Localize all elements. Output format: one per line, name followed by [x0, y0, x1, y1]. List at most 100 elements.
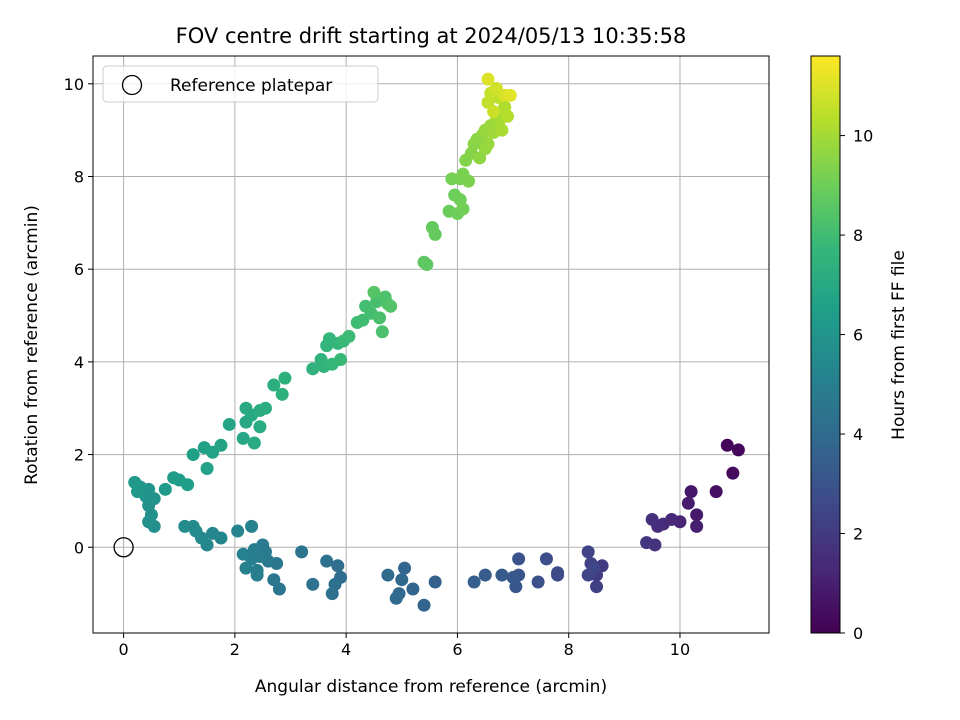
data-point: [245, 519, 259, 533]
data-point: [395, 573, 409, 587]
data-point: [478, 568, 492, 582]
data-point: [206, 526, 220, 540]
data-point: [690, 508, 704, 522]
y-axis: 0 2 4 6 8 10: [64, 75, 93, 557]
y-axis-label: Rotation from reference (arcmin): [22, 205, 42, 485]
data-point: [334, 353, 348, 367]
data-point: [640, 536, 654, 550]
data-point: [275, 387, 289, 401]
data-point: [181, 478, 195, 492]
data-point: [239, 561, 253, 575]
data-point: [539, 552, 553, 566]
data-point: [681, 496, 695, 510]
data-point: [531, 575, 545, 589]
data-point: [367, 285, 381, 299]
data-point: [398, 561, 412, 575]
data-point: [320, 554, 334, 568]
data-point: [690, 519, 704, 533]
x-axis-label: Angular distance from reference (arcmin): [255, 677, 607, 697]
colorbar-frame: [810, 55, 841, 634]
data-point: [373, 311, 387, 325]
data-point: [709, 485, 723, 499]
data-point: [267, 573, 281, 587]
y-tick-label: 4: [74, 353, 84, 372]
data-point: [375, 325, 389, 339]
colorbar-tick-label: 0: [853, 624, 863, 643]
data-point: [428, 227, 442, 241]
data-point: [720, 438, 734, 452]
data-point: [295, 545, 309, 559]
data-point: [253, 420, 267, 434]
grid-lines: [93, 56, 769, 633]
y-tick-label: 6: [74, 260, 84, 279]
data-point: [200, 461, 214, 475]
data-point: [384, 299, 398, 313]
data-point: [590, 580, 604, 594]
colorbar-label: Hours from first FF file: [889, 250, 909, 440]
colorbar: [811, 56, 840, 633]
data-point: [236, 547, 250, 561]
data-point: [495, 568, 509, 582]
data-point: [342, 329, 356, 343]
y-tick-label: 10: [64, 75, 84, 94]
x-tick-label: 0: [119, 640, 129, 659]
legend-reference-marker: [121, 74, 143, 96]
colorbar-tick-label: 8: [853, 226, 863, 245]
y-tick-label: 2: [74, 446, 84, 465]
data-point: [214, 438, 228, 452]
data-point: [236, 431, 250, 445]
data-point: [222, 417, 236, 431]
colorbar-tick-label: 2: [853, 525, 863, 544]
data-point: [684, 485, 698, 499]
data-point: [278, 371, 292, 385]
x-axis: 0 2 4 6 8 10: [119, 633, 690, 659]
data-point: [501, 109, 515, 123]
data-point: [306, 577, 320, 591]
data-point: [417, 598, 431, 612]
data-point: [495, 123, 509, 137]
data-point: [381, 568, 395, 582]
y-tick-label: 8: [74, 167, 84, 186]
colorbar-axis: 0 2 4 6 8 10: [840, 127, 873, 643]
data-point: [128, 475, 142, 489]
data-point: [587, 561, 601, 575]
legend: Reference platepar: [102, 65, 379, 103]
x-tick-label: 10: [670, 640, 690, 659]
data-point: [389, 591, 403, 605]
data-point: [231, 524, 245, 538]
data-point: [325, 587, 339, 601]
colorbar-tick-label: 4: [853, 425, 863, 444]
data-point: [406, 582, 420, 596]
data-point: [487, 105, 501, 119]
data-point: [512, 552, 526, 566]
data-point: [506, 570, 520, 584]
x-tick-label: 2: [230, 640, 240, 659]
plot-frame: [92, 55, 770, 634]
colorbar-tick-label: 10: [853, 127, 873, 146]
data-point: [581, 545, 595, 559]
data-point: [462, 174, 476, 188]
data-point: [250, 568, 264, 582]
data-point: [331, 559, 345, 573]
x-tick-label: 8: [564, 640, 574, 659]
x-tick-label: 4: [341, 640, 351, 659]
data-point: [726, 466, 740, 480]
data-point: [428, 575, 442, 589]
chart-title: FOV centre drift starting at 2024/05/13 …: [176, 24, 687, 48]
colorbar-tick-label: 6: [853, 326, 863, 345]
data-point: [267, 378, 281, 392]
y-tick-label: 0: [74, 538, 84, 557]
reference-marker: [113, 537, 134, 558]
data-point: [178, 519, 192, 533]
data-point: [731, 443, 745, 457]
data-point: [456, 202, 470, 216]
legend-label: Reference platepar: [170, 76, 332, 96]
data-point: [420, 258, 434, 272]
data-point: [645, 512, 659, 526]
data-point: [158, 482, 172, 496]
data-point: [503, 88, 517, 102]
legend-box: [102, 65, 379, 103]
data-point: [258, 401, 272, 415]
x-tick-label: 6: [452, 640, 462, 659]
